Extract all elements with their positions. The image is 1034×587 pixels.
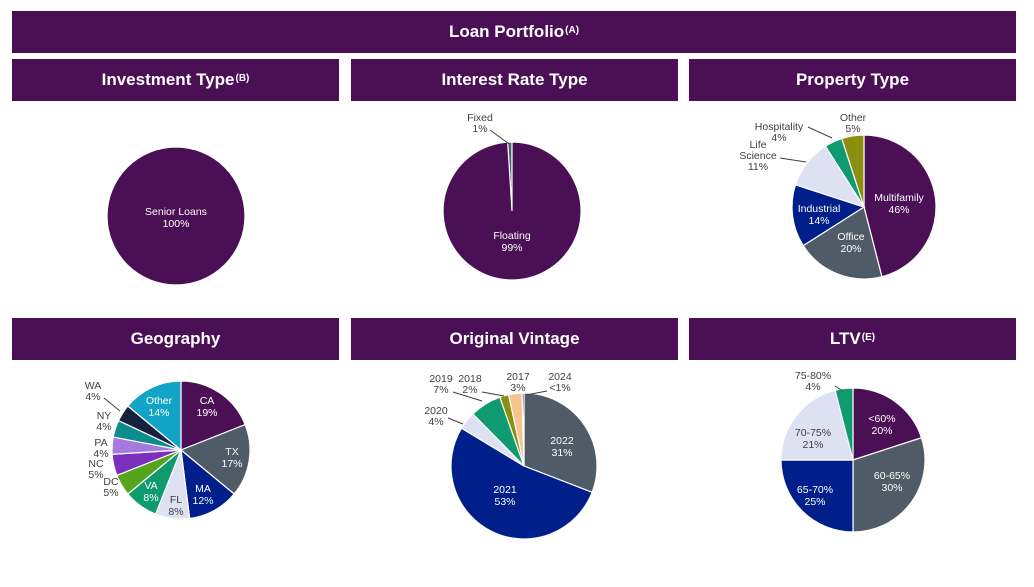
property-type-title: Property Type bbox=[795, 70, 910, 89]
property-type-label-multifamily: Multifamily 46% bbox=[874, 192, 924, 216]
original-vintage-label-2020: 2020 4% bbox=[424, 405, 448, 428]
original-vintage-label-2017: 2017 3% bbox=[506, 371, 530, 394]
ltv-slice-75-80 bbox=[834, 387, 854, 461]
original-vintage-title: Original Vintage bbox=[449, 329, 580, 348]
original-vintage-label-2020-leader-line bbox=[447, 417, 464, 425]
ltv-label-65-70: 65-70% 25% bbox=[797, 484, 833, 508]
ltv-slice-60 bbox=[852, 387, 923, 461]
ltv-slice-70-75 bbox=[780, 389, 854, 461]
ltv-pie: <60% 20% 60-65% 30% 65-70% 25% 70-75% 21% 75-80%… bbox=[780, 370, 926, 533]
property-type-slice-industrial bbox=[791, 183, 866, 247]
interest-rate-type-banner: Interest Rate Type bbox=[351, 59, 678, 101]
interest-rate-type-slice-floating bbox=[442, 141, 582, 281]
original-vintage-slice-2024 bbox=[521, 392, 525, 467]
property-type-slice-other bbox=[840, 134, 865, 208]
investment-type-pie: Senior Loans 100% bbox=[106, 146, 246, 286]
interest-rate-type-label-fixed-leader-line bbox=[489, 129, 510, 145]
ltv-slice-65-70 bbox=[780, 459, 854, 533]
geography-banner: Geography bbox=[12, 318, 339, 360]
geography-pie: CA 19% TX 17% MA 12% FL 8% VA 8% DC 5%NC 5%PA 4% NY 4% W… bbox=[85, 380, 251, 520]
ltv-title: LTV bbox=[829, 329, 861, 348]
ltv-slice-60-65 bbox=[852, 436, 926, 533]
property-type-label-other: Other 5% bbox=[840, 112, 867, 135]
investment-type-title: Investment Type bbox=[101, 70, 235, 89]
property-type-slice-office bbox=[802, 206, 883, 280]
geography-slice-ca bbox=[180, 380, 246, 451]
geography-label-va: VA 8% bbox=[143, 480, 158, 504]
ltv-label-60: <60% 20% bbox=[868, 413, 895, 437]
original-vintage-label-2019-leader-line bbox=[452, 391, 483, 402]
geography-slice-tx bbox=[179, 423, 251, 495]
ltv-label-75-80: 75-80% 4% bbox=[795, 370, 831, 393]
property-type-pie: Multifamily 46% Office 20% Industrial 14% Life… bbox=[739, 112, 937, 280]
geography-label-fl: FL 8% bbox=[168, 494, 183, 518]
geography-label-ca: CA 19% bbox=[196, 395, 217, 419]
original-vintage-pie: 2022 31% 2021 53% 2020 4% 2019 7%2018 2% 2017 3% 20… bbox=[424, 371, 598, 540]
geography-label-wa-leader-line bbox=[103, 397, 121, 412]
interest-rate-type-label-fixed: Fixed 1% bbox=[467, 112, 493, 135]
interest-rate-type-title: Interest Rate Type bbox=[441, 70, 588, 89]
geography-label-ma: MA 12% bbox=[192, 483, 213, 507]
ltv-label-75-80-leader-line bbox=[834, 385, 844, 392]
loan-portfolio-banner: Loan Portfolio (A) bbox=[12, 11, 1016, 53]
original-vintage-banner: Original Vintage bbox=[351, 318, 678, 360]
original-vintage-slice-2021 bbox=[450, 427, 593, 540]
geography-title: Geography bbox=[130, 329, 221, 348]
interest-rate-type-pie: Fixed 1% Floating 99% bbox=[442, 112, 582, 281]
page-title: Loan Portfolio bbox=[448, 22, 565, 41]
property-type-label-hospitality: Hospitality 4% bbox=[755, 121, 804, 144]
original-vintage-label-2024-leader-line bbox=[525, 390, 548, 396]
original-vintage-label-2019: 2019 7% bbox=[429, 373, 453, 396]
property-type-label-office: Office 20% bbox=[837, 231, 864, 255]
investment-type-footnote: (B) bbox=[235, 72, 250, 84]
investment-type-slice-senior-loans bbox=[106, 146, 246, 286]
property-type-slice-multifamily bbox=[863, 134, 937, 278]
property-type-banner: Property Type bbox=[689, 59, 1016, 101]
original-vintage-label-2018: 2018 2% bbox=[458, 373, 482, 396]
interest-rate-type-label-floating: Floating 99% bbox=[493, 230, 531, 254]
investment-type-label-senior-loans: Senior Loans 100% bbox=[145, 206, 207, 230]
geography-label-dc: DC 5% bbox=[103, 476, 119, 499]
property-type-label-life-science-leader-line bbox=[779, 157, 807, 163]
ltv-label-60-65: 60-65% 30% bbox=[874, 470, 910, 494]
property-type-label-hospitality-leader-line bbox=[807, 126, 833, 139]
geography-label-tx: TX 17% bbox=[221, 446, 242, 470]
geography-label-wa: WA 4% bbox=[85, 380, 102, 403]
original-vintage-label-2024: 2024 <1% bbox=[548, 371, 572, 394]
ltv-banner: LTV (E) bbox=[689, 318, 1016, 360]
property-type-label-life-science: Life Science 11% bbox=[739, 139, 777, 173]
original-vintage-label-2022: 2022 31% bbox=[550, 435, 574, 459]
investment-type-banner: Investment Type (B) bbox=[12, 59, 339, 101]
original-vintage-label-2021: 2021 53% bbox=[493, 484, 517, 508]
original-vintage-slice-2022 bbox=[523, 392, 598, 494]
geography-label-other: Other 14% bbox=[146, 395, 173, 419]
geography-label-nc: NC 5% bbox=[88, 458, 104, 481]
original-vintage-label-2018-leader-line bbox=[481, 391, 505, 397]
geography-label-pa: PA 4% bbox=[93, 437, 108, 460]
property-type-label-industrial: Industrial 14% bbox=[798, 203, 841, 227]
ltv-label-70-75: 70-75% 21% bbox=[795, 427, 831, 451]
geography-slice-other bbox=[126, 380, 182, 452]
ltv-footnote: (E) bbox=[861, 331, 876, 343]
page-title-footnote: (A) bbox=[565, 24, 580, 36]
geography-label-ny: NY 4% bbox=[96, 410, 111, 433]
